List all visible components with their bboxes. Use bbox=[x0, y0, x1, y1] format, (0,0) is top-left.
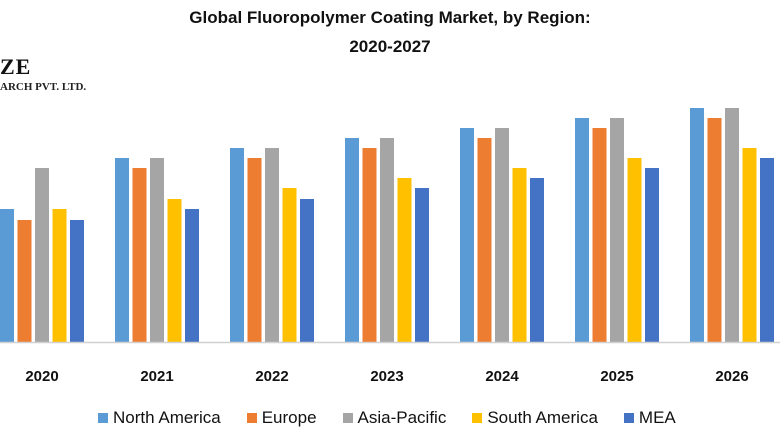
bar-europe-2026 bbox=[707, 118, 722, 342]
chart-title-line-1: Global Fluoropolymer Coating Market, by … bbox=[189, 8, 591, 27]
bar-europe-2022 bbox=[247, 158, 262, 342]
bar-asia-pacific-2024 bbox=[495, 128, 509, 342]
bar-south-america-2023 bbox=[397, 178, 412, 342]
bar-asia-pacific-2023 bbox=[380, 138, 394, 342]
bar-mea-2024 bbox=[530, 178, 544, 342]
legend-item: Asia-Pacific bbox=[342, 408, 447, 428]
x-tick-label: 2020 bbox=[25, 368, 58, 385]
chart-title-line-2: 2020-2027 bbox=[349, 37, 431, 56]
bar-north-america-2020 bbox=[0, 209, 14, 342]
bar-asia-pacific-2020 bbox=[35, 168, 49, 342]
legend-item: North America bbox=[98, 408, 221, 428]
x-tick-label: 2023 bbox=[370, 368, 403, 385]
legend: North America Europe Asia-Pacific South Ame… bbox=[98, 408, 676, 428]
bar-asia-pacific-2025 bbox=[610, 118, 624, 342]
legend-label: Asia-Pacific bbox=[357, 408, 447, 427]
legend-swatch bbox=[342, 413, 353, 423]
bar-mea-2025 bbox=[645, 168, 659, 342]
bar-north-america-2025 bbox=[575, 118, 589, 342]
legend-label: Europe bbox=[261, 408, 317, 427]
bar-mea-2022 bbox=[300, 199, 314, 342]
logo-text: ZE bbox=[0, 54, 32, 79]
legend-item: MEA bbox=[623, 408, 676, 428]
bar-north-america-2024 bbox=[460, 128, 474, 342]
legend-label: North America bbox=[113, 408, 221, 427]
bar-mea-2021 bbox=[185, 209, 199, 342]
bar-south-america-2024 bbox=[512, 168, 527, 342]
x-tick-label: 2021 bbox=[140, 368, 173, 385]
bar-asia-pacific-2022 bbox=[265, 148, 279, 342]
bar-north-america-2026 bbox=[690, 108, 704, 342]
legend-swatch bbox=[623, 413, 634, 423]
bar-north-america-2022 bbox=[230, 148, 244, 342]
bar-mea-2026 bbox=[760, 158, 774, 342]
x-tick-label: 2024 bbox=[485, 368, 519, 385]
bar-south-america-2021 bbox=[167, 199, 182, 342]
bar-europe-2024 bbox=[477, 138, 492, 342]
legend-swatch bbox=[246, 413, 257, 423]
bar-europe-2025 bbox=[592, 128, 607, 342]
bar-mea-2020 bbox=[70, 220, 84, 342]
bar-south-america-2020 bbox=[52, 209, 67, 342]
bar-south-america-2026 bbox=[742, 148, 757, 342]
legend-label: South America bbox=[487, 408, 598, 427]
x-tick-label: 2022 bbox=[255, 368, 288, 385]
legend-item: South America bbox=[472, 408, 598, 428]
logo-subtext: ARCH PVT. LTD. bbox=[0, 81, 87, 93]
bar-europe-2021 bbox=[132, 168, 147, 342]
bar-south-america-2025 bbox=[627, 158, 642, 342]
x-tick-label: 2025 bbox=[600, 368, 633, 385]
bar-mea-2023 bbox=[415, 188, 429, 342]
bar-north-america-2021 bbox=[115, 158, 129, 342]
bar-asia-pacific-2021 bbox=[150, 158, 164, 342]
x-tick-label: 2026 bbox=[715, 368, 748, 385]
bar-south-america-2022 bbox=[282, 188, 297, 342]
legend-label: MEA bbox=[638, 408, 676, 427]
legend-swatch bbox=[472, 413, 483, 423]
bar-north-america-2023 bbox=[345, 138, 359, 342]
bar-asia-pacific-2026 bbox=[725, 108, 739, 342]
bar-europe-2023 bbox=[362, 148, 377, 342]
legend-item: Europe bbox=[246, 408, 317, 428]
bar-europe-2020 bbox=[17, 220, 32, 342]
legend-swatch bbox=[98, 413, 108, 423]
